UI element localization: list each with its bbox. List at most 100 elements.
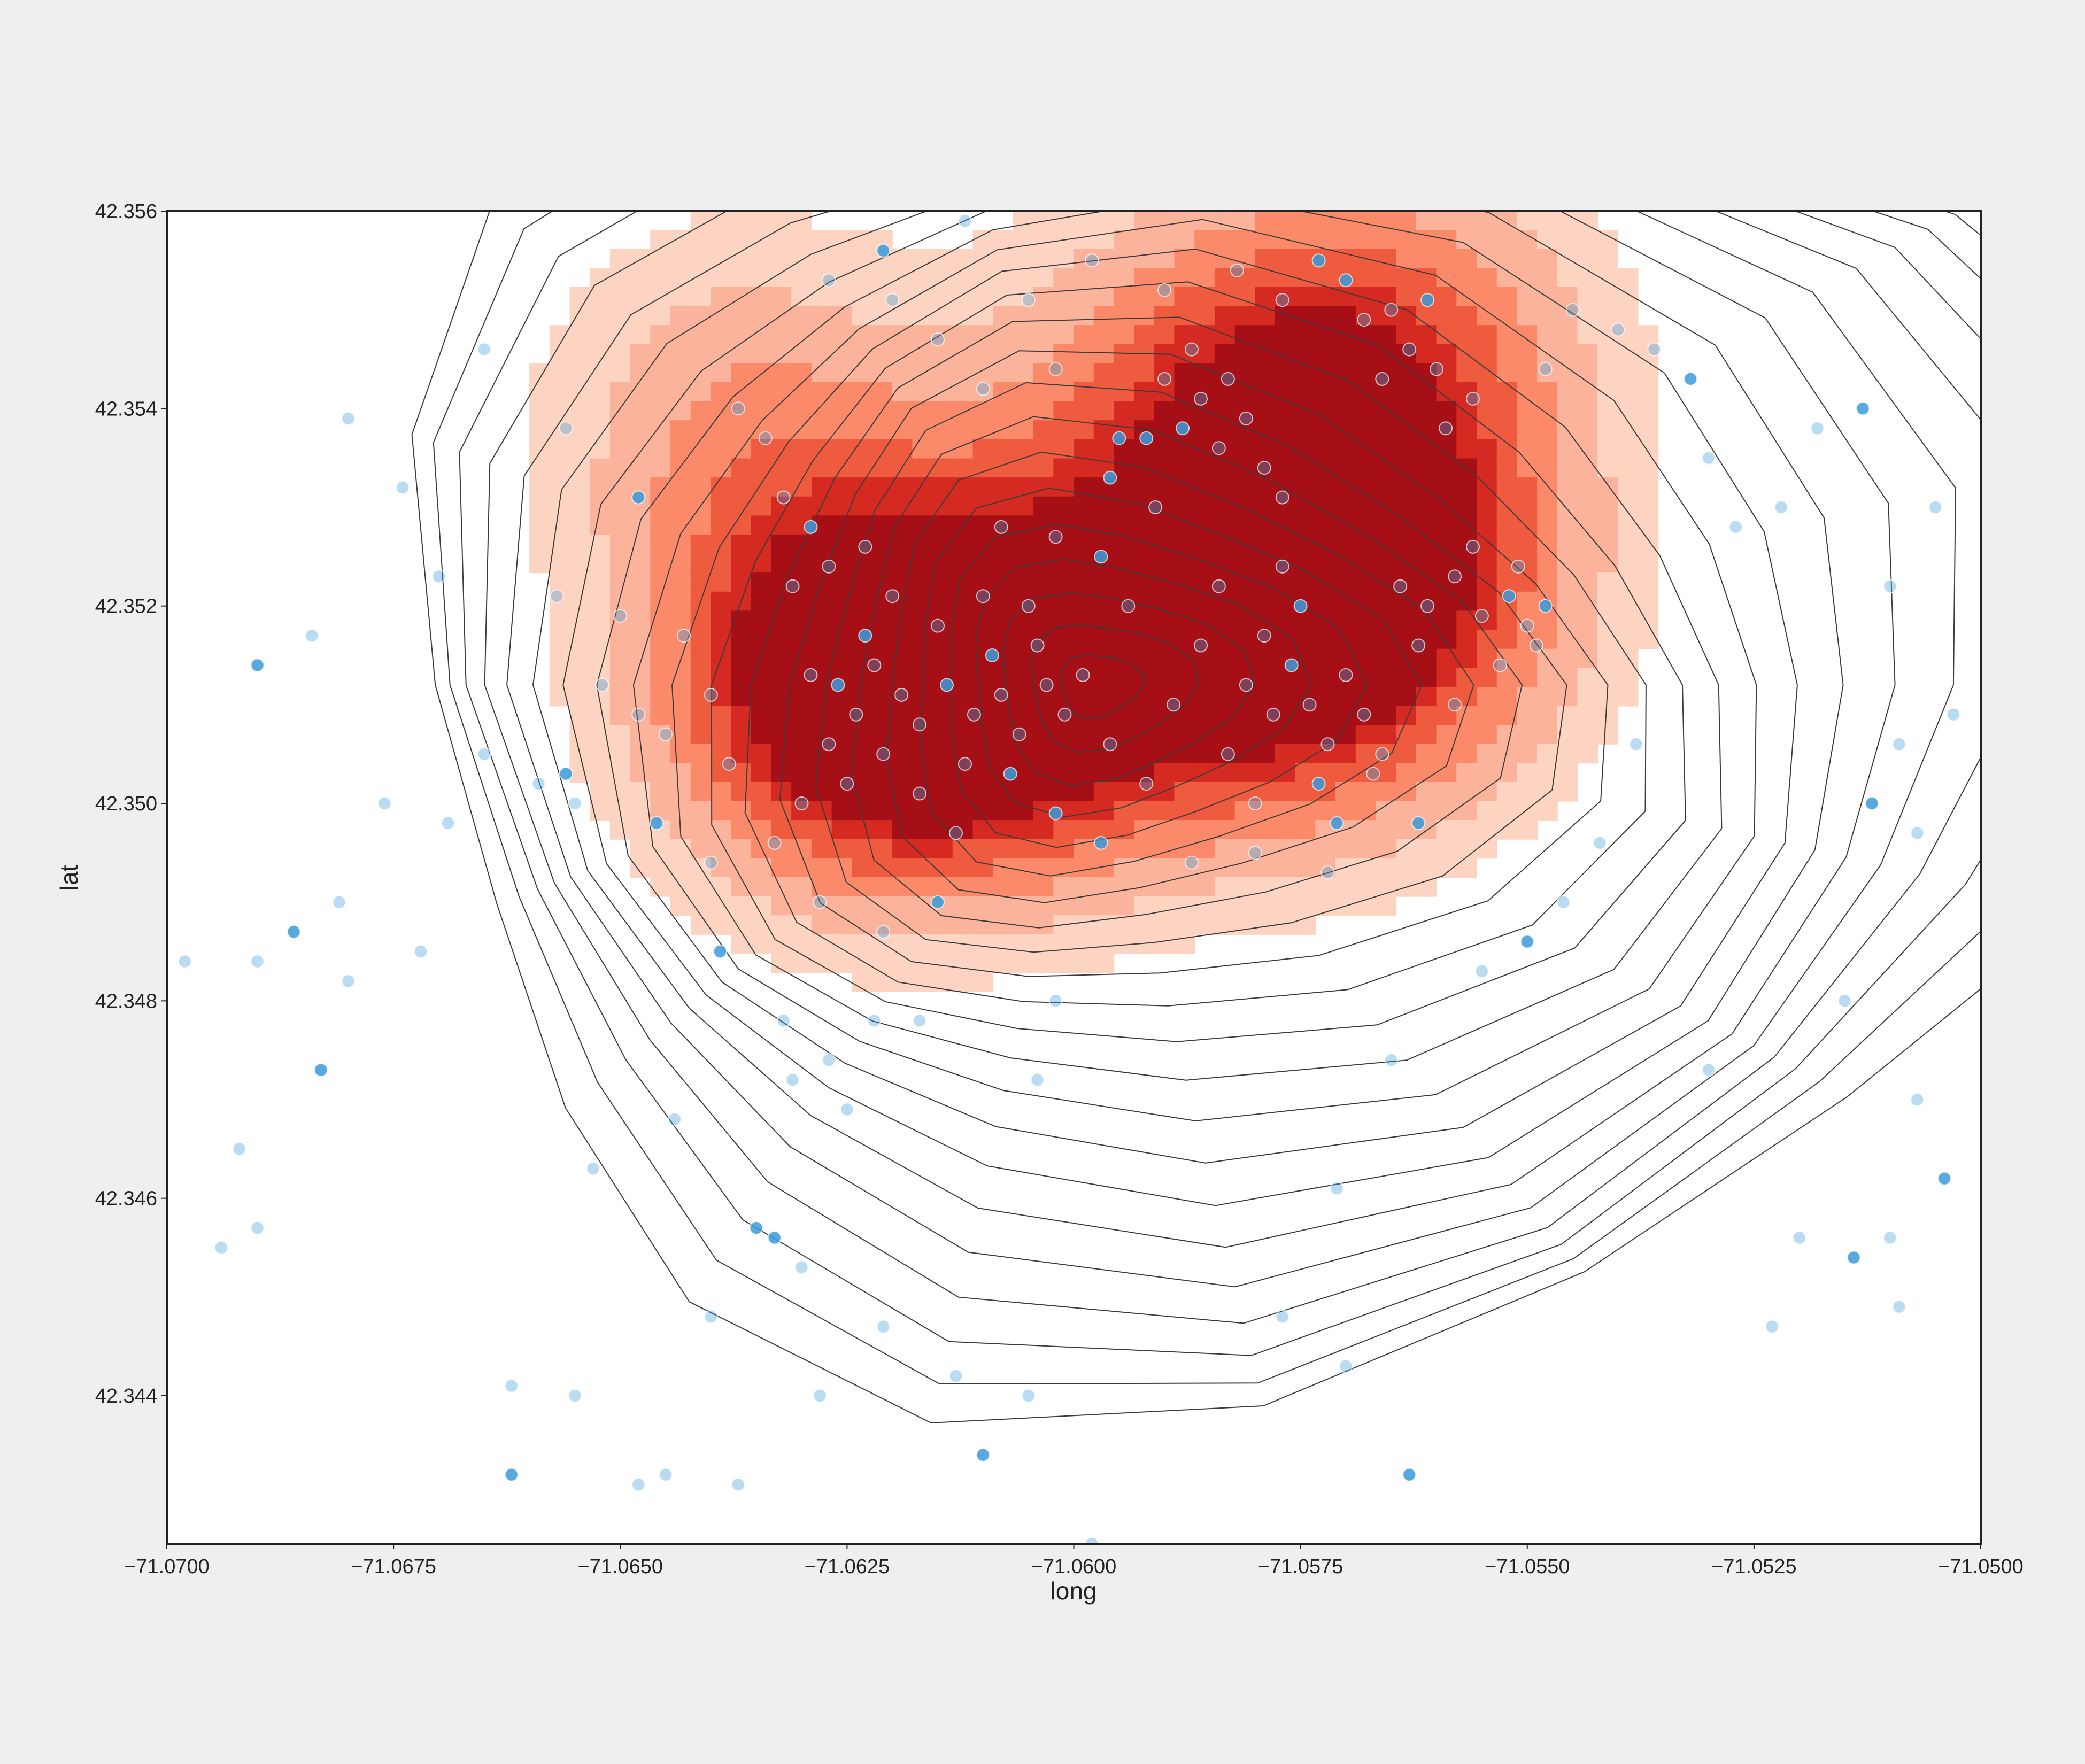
- density-cell: [569, 706, 591, 726]
- density-cell: [1234, 801, 1256, 821]
- density-cell: [711, 363, 732, 383]
- density-cell: [1053, 820, 1074, 840]
- density-cell: [1174, 439, 1195, 459]
- density-cell: [932, 915, 953, 935]
- density-cell: [1577, 458, 1598, 478]
- density-cell: [630, 344, 651, 364]
- density-cell: [1517, 439, 1538, 459]
- density-cell: [1355, 782, 1377, 802]
- density-cell: [952, 306, 974, 326]
- scatter-point: [1030, 638, 1045, 653]
- density-cell: [1577, 725, 1598, 745]
- density-cell: [1154, 706, 1175, 726]
- density-cell: [1013, 877, 1034, 897]
- density-cell: [1376, 401, 1397, 421]
- density-cell: [751, 668, 772, 687]
- x-tick-label: −71.0550: [1485, 1556, 1570, 1578]
- y-tick-label: 42.350: [95, 793, 157, 815]
- density-cell: [1214, 249, 1235, 269]
- density-cell: [1416, 249, 1437, 269]
- scatter-point: [1257, 629, 1271, 643]
- density-cell: [590, 401, 611, 421]
- scatter-point: [1139, 777, 1154, 791]
- density-cell: [972, 420, 994, 440]
- density-cell: [1234, 496, 1256, 516]
- density-cell: [670, 591, 691, 612]
- density-cell: [1134, 363, 1155, 383]
- density-cell: [1174, 534, 1195, 554]
- density-cell: [1255, 686, 1276, 707]
- density-cell: [831, 630, 853, 649]
- density-cell: [1376, 896, 1397, 916]
- density-cell: [1617, 477, 1639, 497]
- density-cell: [1234, 630, 1256, 649]
- density-cell: [1295, 477, 1316, 497]
- density-cell: [1134, 591, 1155, 612]
- scatter-point: [1765, 1319, 1779, 1334]
- density-cell: [650, 382, 671, 402]
- density-cell: [1295, 401, 1316, 421]
- density-cell: [1517, 820, 1538, 840]
- density-cell: [1496, 686, 1518, 707]
- density-cell: [1174, 686, 1195, 707]
- density-cell: [811, 382, 832, 402]
- scatter-point: [1466, 539, 1480, 554]
- density-cell: [791, 686, 812, 707]
- density-cell: [1355, 230, 1377, 250]
- density-cell: [1416, 477, 1437, 497]
- density-cell: [1577, 553, 1598, 574]
- density-cell: [1638, 382, 1659, 402]
- density-cell: [1416, 877, 1437, 897]
- scatter-point: [1121, 599, 1136, 613]
- density-cell: [690, 839, 712, 859]
- density-cell: [1275, 630, 1296, 649]
- density-cell: [529, 534, 550, 554]
- density-cell: [1053, 725, 1074, 745]
- density-cell: [1013, 610, 1034, 631]
- density-cell: [1416, 706, 1437, 726]
- density-cell: [690, 230, 712, 250]
- density-cell: [1275, 211, 1296, 231]
- density-cell: [751, 934, 772, 954]
- density-cell: [932, 515, 953, 535]
- scatter-point: [1366, 767, 1380, 781]
- density-cell: [690, 801, 712, 821]
- density-cell: [1456, 610, 1477, 631]
- density-cell: [1114, 839, 1135, 859]
- density-cell: [1295, 553, 1316, 574]
- density-cell: [811, 572, 832, 592]
- scatter-point: [1048, 806, 1063, 821]
- density-cell: [811, 477, 832, 497]
- density-cell: [852, 382, 872, 402]
- density-cell: [1355, 610, 1377, 631]
- density-cell: [1074, 534, 1094, 554]
- density-cell: [1597, 725, 1618, 745]
- density-cell: [1537, 686, 1558, 707]
- scatter-point: [559, 421, 573, 436]
- scatter-point: [1593, 835, 1607, 850]
- density-cell: [1416, 344, 1437, 364]
- density-cell: [1234, 915, 1256, 935]
- density-cell: [751, 268, 772, 288]
- density-cell: [1436, 610, 1457, 631]
- scatter-point: [822, 273, 836, 288]
- density-cell: [912, 572, 933, 592]
- density-cell: [1537, 801, 1558, 821]
- scatter-point: [867, 1013, 882, 1028]
- density-cell: [1456, 553, 1477, 574]
- density-cell: [852, 496, 872, 516]
- density-cell: [711, 401, 732, 421]
- density-cell: [1255, 439, 1276, 459]
- density-cell: [1114, 306, 1135, 326]
- density-cell: [972, 553, 994, 574]
- density-cell: [1416, 439, 1437, 459]
- density-cell: [872, 877, 893, 897]
- density-cell: [690, 572, 712, 592]
- density-cell: [831, 496, 853, 516]
- density-cell: [1557, 553, 1578, 574]
- density-cell: [1335, 744, 1356, 764]
- density-cell: [731, 268, 752, 288]
- density-cell: [932, 401, 953, 421]
- density-cell: [1214, 496, 1235, 516]
- density-cell: [912, 725, 933, 745]
